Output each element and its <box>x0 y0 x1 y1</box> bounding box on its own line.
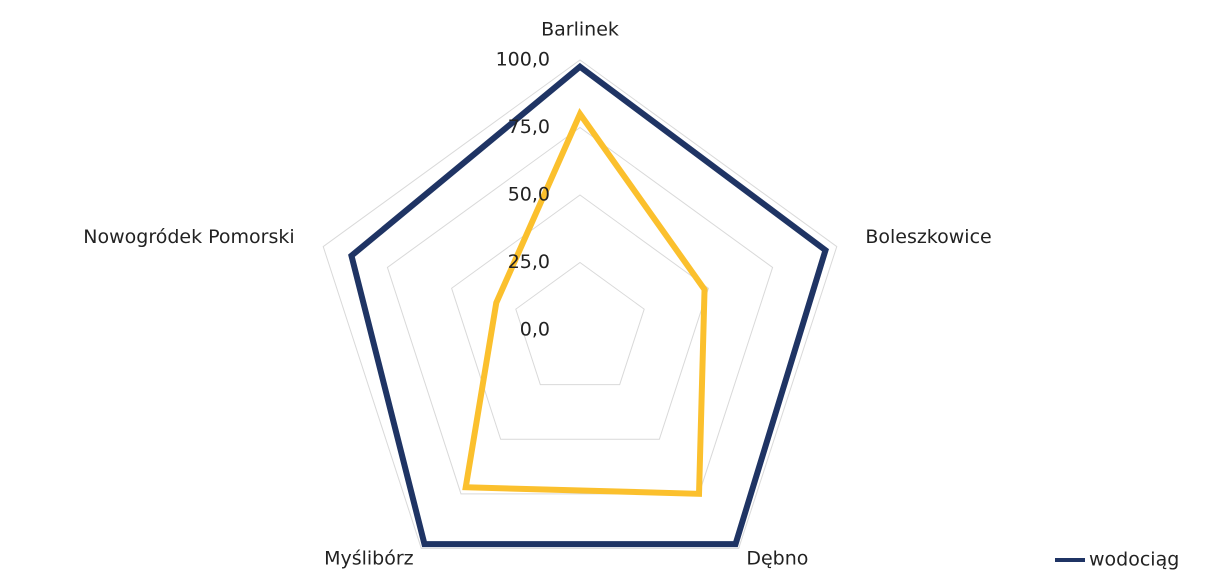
category-label: Myślibórz <box>324 547 414 569</box>
axis-tick-label: 75,0 <box>508 116 550 138</box>
category-label: Nowogródek Pomorski <box>83 226 294 248</box>
grid-line <box>386 126 774 495</box>
category-label: Dębno <box>746 547 808 569</box>
series-line <box>462 107 708 497</box>
legend-label: wodociąg <box>1089 549 1179 571</box>
axis-tick-label: 100,0 <box>496 49 550 71</box>
grid-line <box>515 261 645 386</box>
grid-line <box>451 194 709 440</box>
grid-line <box>322 59 838 549</box>
series-line <box>348 62 829 548</box>
category-label: Barlinek <box>541 19 619 41</box>
axis-tick-label: 50,0 <box>508 184 550 206</box>
axis-tick-label: 0,0 <box>520 319 550 341</box>
category-label: Boleszkowice <box>865 226 991 248</box>
axis-tick-label: 25,0 <box>508 251 550 273</box>
